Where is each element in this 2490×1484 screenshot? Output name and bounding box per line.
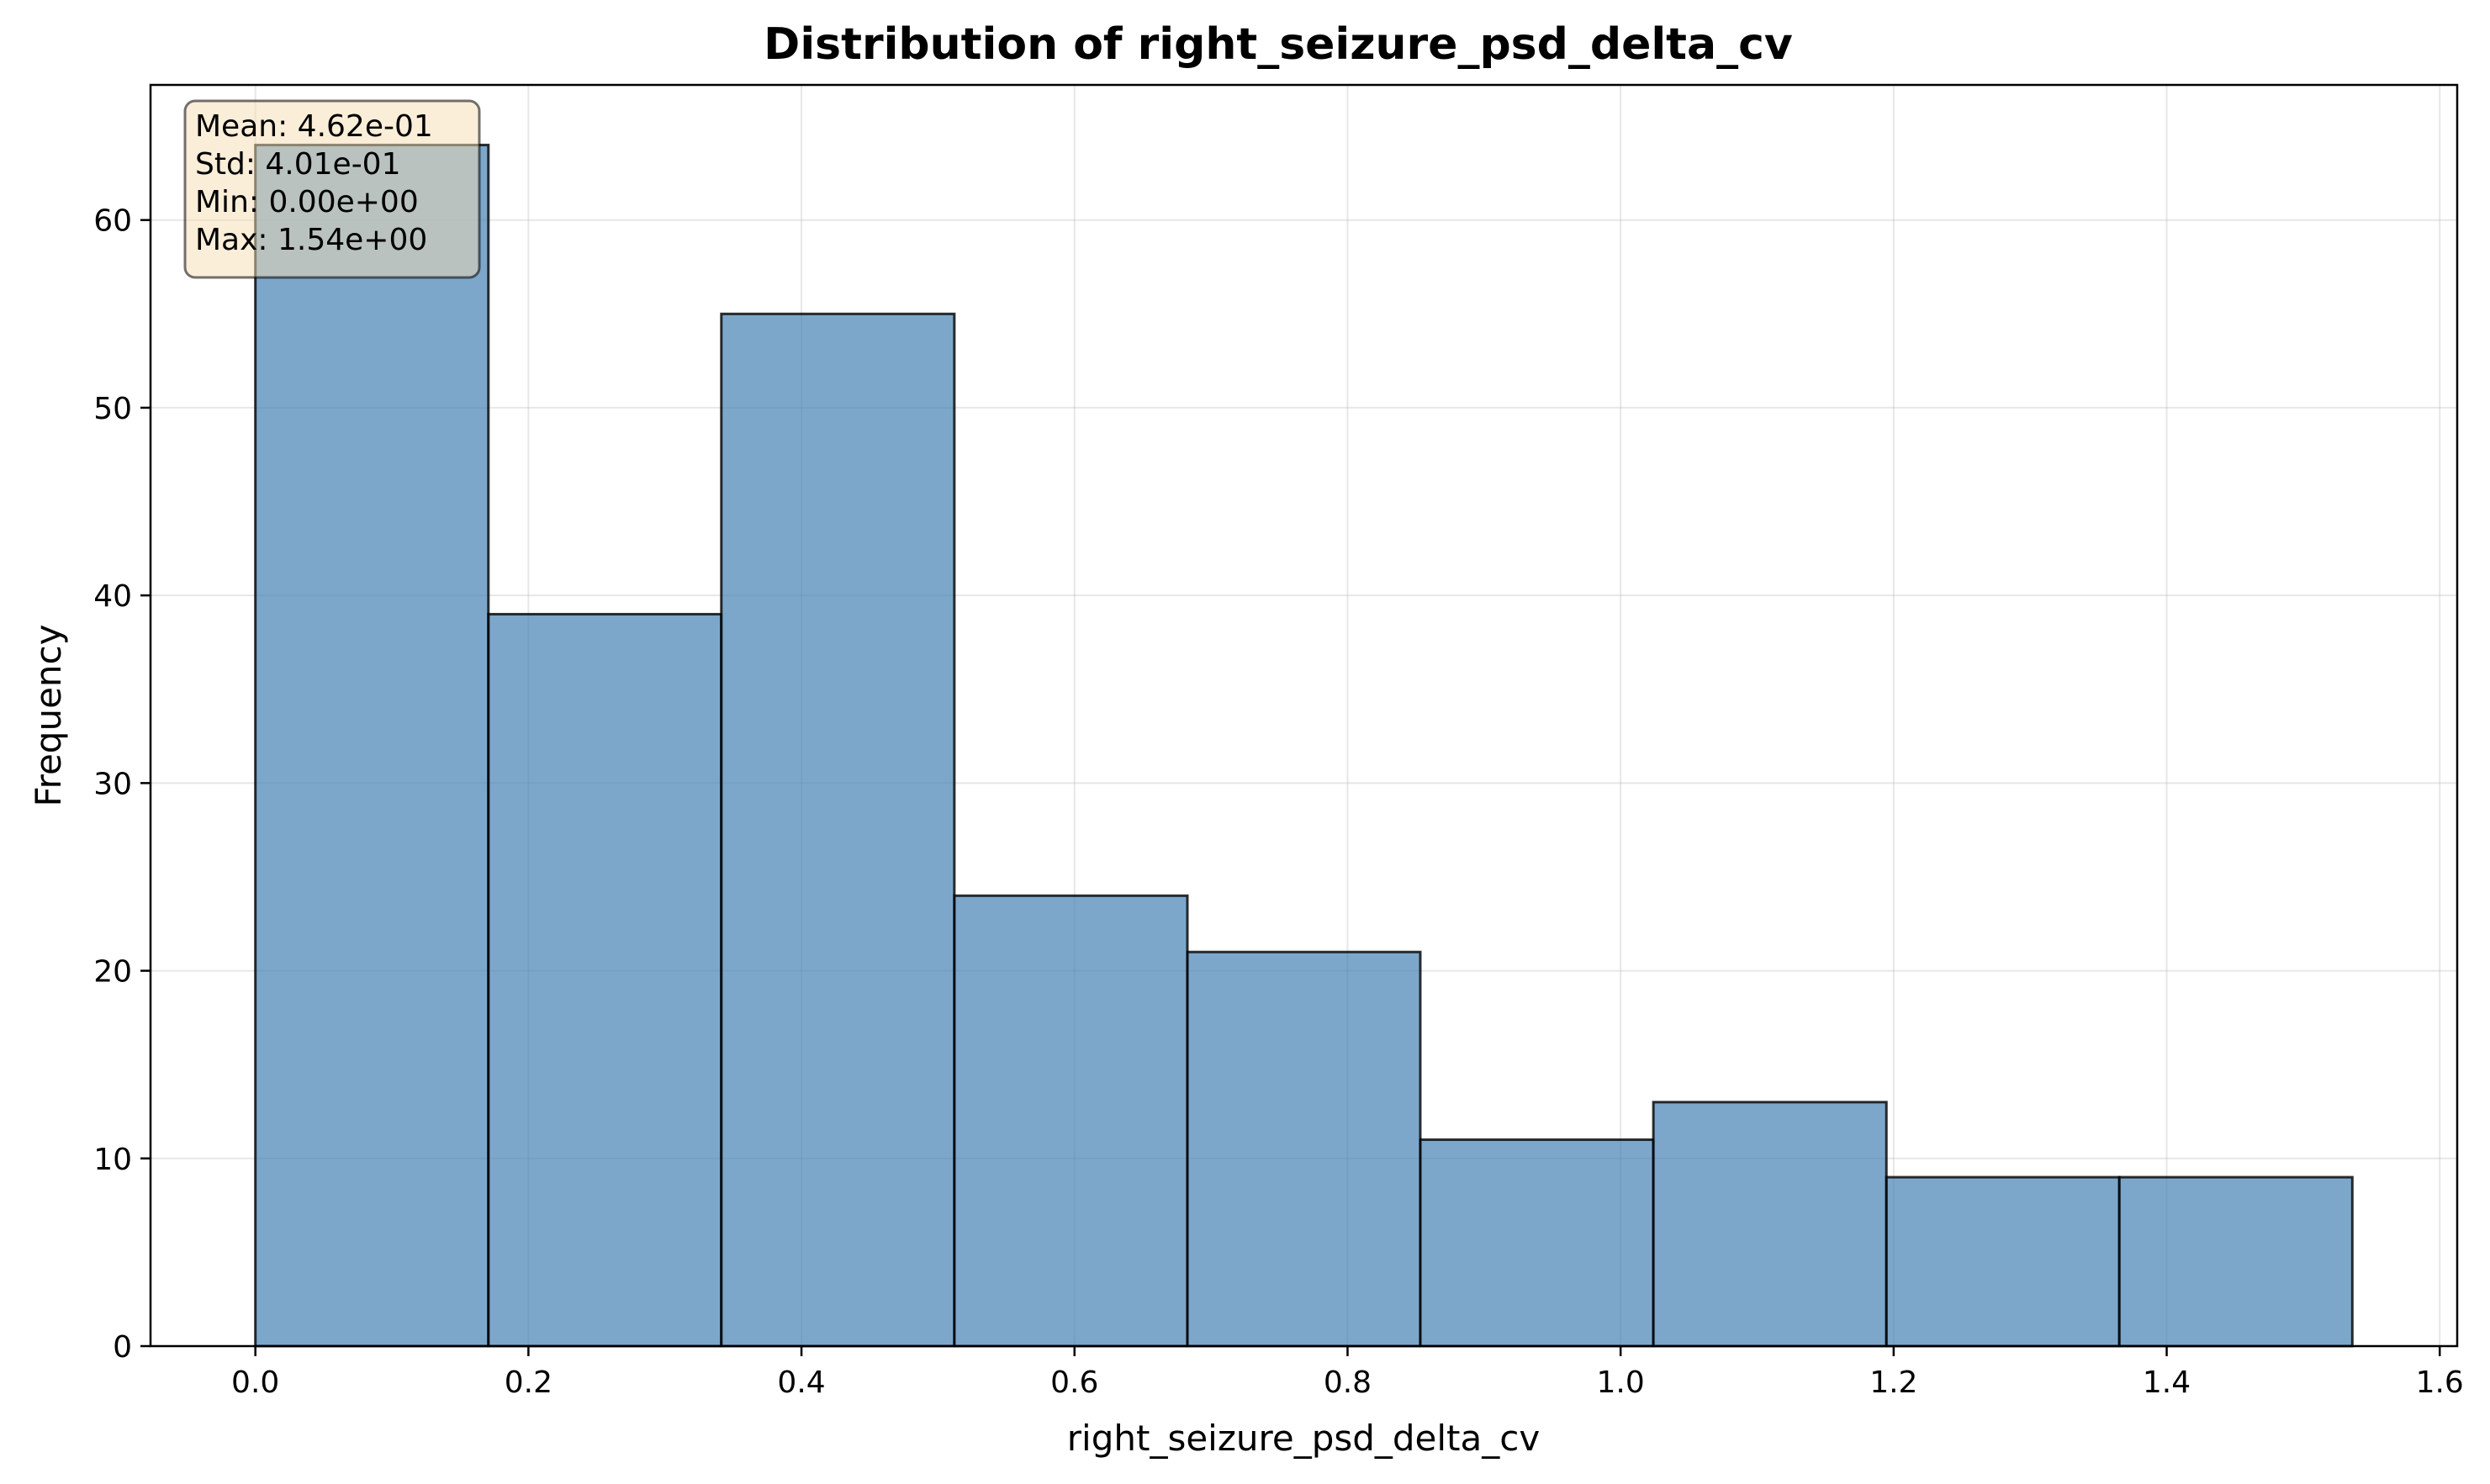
stats-std: Std: 4.01e-01 <box>195 147 401 182</box>
x-tick-label: 0.2 <box>505 1365 552 1400</box>
y-tick-label: 10 <box>93 1143 132 1177</box>
y-tick-label: 0 <box>113 1330 132 1365</box>
stats-max: Max: 1.54e+00 <box>195 223 427 257</box>
x-tick-label: 1.2 <box>1869 1365 1917 1400</box>
histogram-bar-6 <box>1419 1138 1655 1348</box>
x-axis-label: right_seizure_psd_delta_cv <box>1067 1418 1540 1459</box>
stats-box-background <box>183 99 481 279</box>
histogram-bar-9 <box>2117 1175 2354 1348</box>
y-tick-label: 20 <box>93 955 132 990</box>
chart-title: Distribution of right_seizure_psd_delta_… <box>764 19 1793 70</box>
stats-box: Mean: 4.62e-01 Std: 4.01e-01 Min: 0.00e+… <box>183 99 481 279</box>
histogram-bar-4 <box>953 894 1189 1348</box>
histogram-bar-1 <box>254 143 490 1348</box>
x-tick-label: 1.4 <box>2143 1365 2191 1400</box>
histogram-bar-2 <box>487 612 723 1348</box>
x-tick-label: 0.4 <box>777 1365 825 1400</box>
histogram-bar-3 <box>720 312 956 1348</box>
x-tick-label: 0.6 <box>1050 1365 1098 1400</box>
y-axis-label: Frequency <box>28 625 69 807</box>
stats-mean: Mean: 4.62e-01 <box>195 109 433 144</box>
y-tick-label: 40 <box>93 579 132 614</box>
x-tick-label: 0.0 <box>231 1365 279 1400</box>
histogram-bar-8 <box>1885 1175 2121 1348</box>
histogram-bar-5 <box>1186 950 1422 1348</box>
x-tick-label: 0.8 <box>1324 1365 1372 1400</box>
x-tick-label: 1.0 <box>1597 1365 1645 1400</box>
y-tick-label: 30 <box>93 767 132 801</box>
y-tick-label: 50 <box>93 392 132 426</box>
x-tick-label: 1.6 <box>2416 1365 2464 1400</box>
stats-min: Min: 0.00e+00 <box>195 185 419 219</box>
x-axis-ticks: 0.0 0.2 0.4 0.6 0.8 1.0 1.2 1.4 1.6 <box>231 1346 2464 1400</box>
histogram-bar-7 <box>1652 1101 1888 1348</box>
y-tick-label: 60 <box>93 204 132 239</box>
y-axis-ticks: 0 10 20 30 40 50 60 <box>93 204 151 1365</box>
plot-area-frame <box>149 83 2459 1348</box>
